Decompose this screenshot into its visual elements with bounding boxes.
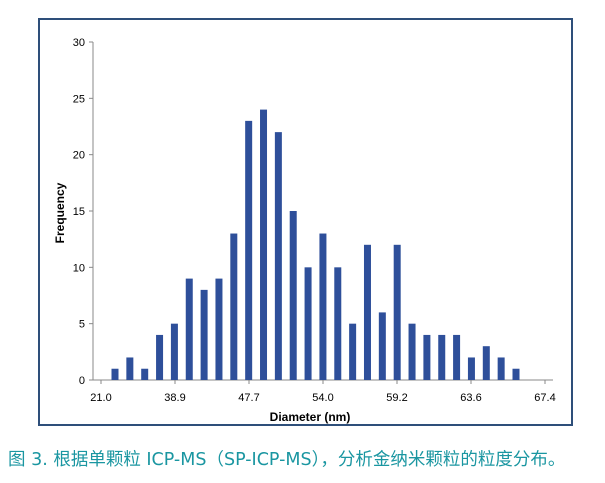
bar <box>467 357 475 380</box>
bar <box>438 334 446 380</box>
bar <box>423 334 431 380</box>
bar <box>512 368 520 380</box>
bar <box>126 357 134 380</box>
bar <box>200 289 208 380</box>
y-tick-label: 30 <box>73 37 85 49</box>
x-axis-ticks: 21.0 38.9 47.7 54.0 59.2 63.6 67.4 <box>90 380 556 404</box>
bars <box>111 109 520 381</box>
bar <box>349 323 357 380</box>
bar <box>156 334 164 380</box>
bar <box>245 120 253 381</box>
bar <box>230 233 238 380</box>
y-axis-label: Frequency <box>53 182 67 243</box>
bar <box>185 278 193 380</box>
figure-caption: 图 3. 根据单颗粒 ICP-MS（SP-ICP-MS），分析金纳米颗粒的粒度分… <box>8 450 566 470</box>
bar <box>289 211 297 380</box>
bar <box>393 244 401 380</box>
bar <box>260 109 268 380</box>
bar <box>274 132 282 380</box>
x-tick-label: 67.4 <box>534 392 555 404</box>
bar <box>453 334 461 380</box>
chart-frame: 0 5 10 15 20 25 30 21.0 38.9 47.7 54.0 59.2 63.6 67.… <box>38 18 573 426</box>
bar <box>170 323 178 380</box>
bar <box>111 368 119 380</box>
bar <box>334 267 342 380</box>
x-tick-label: 63.6 <box>460 392 481 404</box>
x-tick-label: 54.0 <box>312 392 333 404</box>
bar <box>304 267 312 380</box>
y-tick-label: 5 <box>79 319 85 331</box>
bar <box>378 312 386 380</box>
x-tick-label: 38.9 <box>164 392 185 404</box>
bar <box>215 278 223 380</box>
bar <box>141 368 149 380</box>
bar <box>482 346 490 380</box>
bar <box>363 244 371 380</box>
y-tick-label: 10 <box>73 262 85 274</box>
x-tick-label: 47.7 <box>238 392 259 404</box>
y-tick-label: 20 <box>73 150 85 162</box>
x-tick-label: 21.0 <box>90 392 111 404</box>
y-tick-label: 0 <box>79 375 85 387</box>
x-axis-label: Diameter (nm) <box>270 410 351 424</box>
chart-plot: 0 5 10 15 20 25 30 21.0 38.9 47.7 54.0 59.2 63.6 67.… <box>53 37 556 424</box>
y-tick-label: 25 <box>73 93 85 105</box>
x-tick-label: 59.2 <box>386 392 407 404</box>
bar <box>497 357 505 380</box>
bar <box>408 323 416 380</box>
bar <box>319 233 327 380</box>
y-axis-ticks: 0 5 10 15 20 25 30 <box>73 37 93 387</box>
y-tick-label: 15 <box>73 206 85 218</box>
